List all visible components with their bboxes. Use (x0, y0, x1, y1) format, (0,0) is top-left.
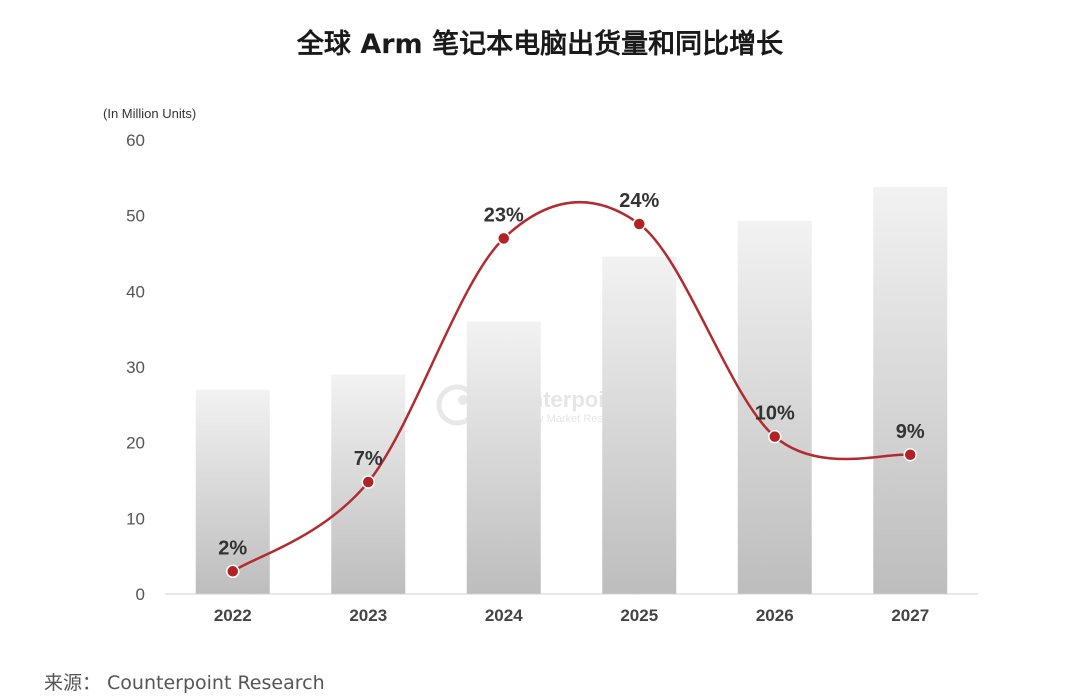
watermark-logo-dot-icon (458, 395, 468, 405)
x-tick-label: 2025 (620, 606, 658, 625)
bar-2027 (873, 186, 948, 594)
x-tick-label: 2026 (756, 606, 794, 625)
y-tick-label: 10 (126, 509, 145, 528)
growth-label-2022: 2% (218, 537, 247, 559)
growth-label-2024: 23% (484, 204, 524, 226)
x-tick-label: 2027 (891, 606, 929, 625)
growth-point-2027 (903, 448, 917, 462)
growth-points (226, 217, 917, 579)
growth-label-2023: 7% (354, 448, 383, 470)
growth-label-2026: 10% (755, 403, 795, 425)
bar-2025 (602, 256, 677, 594)
bar-2022 (195, 389, 270, 594)
growth-point-2023 (361, 475, 375, 489)
x-tick-label: 2024 (485, 606, 523, 625)
x-tick-label: 2022 (214, 606, 252, 625)
growth-point-2026 (768, 429, 782, 444)
unit-label: (In Million Units) (103, 106, 196, 121)
y-tick-label: 40 (126, 282, 145, 301)
growth-label-2025: 24% (619, 190, 659, 212)
x-axis: 2022 2023 2024 2025 2026 2027 (214, 606, 929, 625)
bar-2024 (466, 321, 541, 594)
y-tick-label: 50 (126, 207, 145, 226)
source-note: 来源： Counterpoint Research (44, 672, 325, 694)
y-axis: 0 10 20 30 40 50 60 (126, 131, 145, 604)
y-tick-label: 60 (126, 131, 145, 150)
growth-label-2027: 9% (896, 421, 925, 443)
chart-title: 全球 Arm 笔记本电脑出货量和同比增长 (296, 29, 784, 60)
y-tick-label: 0 (136, 585, 145, 604)
growth-point-2022 (226, 564, 240, 579)
growth-point-2025 (632, 217, 646, 231)
x-tick-label: 2023 (349, 606, 387, 625)
growth-labels: 2% 7% 23% 24% 10% 9% (218, 190, 925, 559)
growth-point-2024 (497, 231, 511, 246)
y-tick-label: 20 (126, 434, 145, 453)
y-tick-label: 30 (126, 358, 145, 377)
